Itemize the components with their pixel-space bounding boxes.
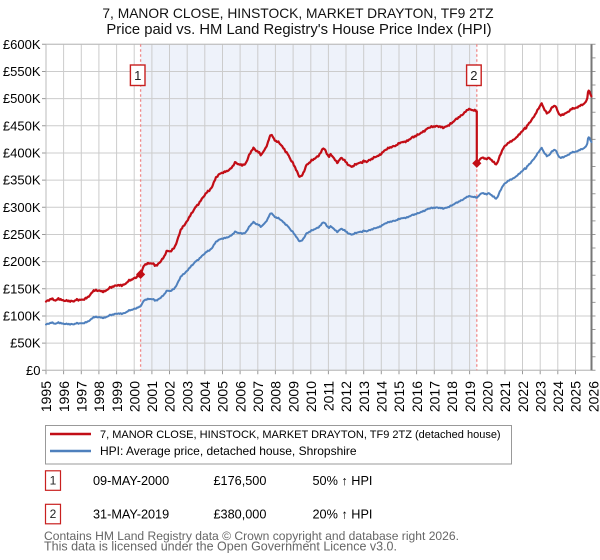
svg-text:2015: 2015	[391, 381, 407, 412]
svg-text:2014: 2014	[374, 381, 390, 412]
svg-text:2025: 2025	[568, 381, 584, 412]
svg-text:2011: 2011	[321, 381, 337, 411]
svg-text:31-MAY-2019: 31-MAY-2019	[93, 507, 169, 521]
svg-text:2001: 2001	[144, 381, 160, 412]
svg-text:£550K: £550K	[3, 64, 41, 79]
svg-text:2020: 2020	[479, 381, 495, 412]
svg-text:2010: 2010	[303, 381, 319, 412]
svg-text:50% ↑ HPI: 50% ↑ HPI	[313, 474, 373, 488]
svg-text:7, MANOR CLOSE, HINSTOCK, MARK: 7, MANOR CLOSE, HINSTOCK, MARKET DRAYTON…	[100, 429, 501, 441]
svg-text:2: 2	[470, 68, 477, 83]
svg-text:£100K: £100K	[3, 309, 41, 324]
svg-text:1998: 1998	[91, 381, 107, 412]
svg-text:2019: 2019	[462, 381, 478, 412]
svg-text:2005: 2005	[215, 381, 231, 412]
svg-text:£150K: £150K	[3, 281, 41, 296]
svg-text:7, MANOR CLOSE, HINSTOCK, MARK: 7, MANOR CLOSE, HINSTOCK, MARKET DRAYTON…	[102, 6, 493, 21]
svg-text:2003: 2003	[179, 381, 195, 412]
svg-text:2018: 2018	[444, 381, 460, 412]
svg-text:2: 2	[50, 507, 57, 521]
svg-text:£350K: £350K	[3, 173, 41, 188]
svg-text:2022: 2022	[515, 381, 531, 412]
svg-text:Contains HM Land Registry data: Contains HM Land Registry data © Crown c…	[44, 529, 459, 543]
svg-text:1997: 1997	[74, 381, 90, 412]
svg-text:£600K: £600K	[3, 37, 41, 52]
svg-text:£400K: £400K	[3, 146, 41, 161]
svg-text:£300K: £300K	[3, 200, 41, 215]
svg-text:2017: 2017	[427, 381, 443, 412]
svg-text:Price paid vs. HM Land Registr: Price paid vs. HM Land Registry's House …	[106, 22, 491, 38]
svg-text:1: 1	[134, 68, 141, 83]
svg-text:2000: 2000	[126, 381, 142, 412]
svg-text:1: 1	[50, 474, 57, 488]
svg-text:This data is licensed under th: This data is licensed under the Open Gov…	[44, 540, 397, 554]
svg-text:2007: 2007	[250, 381, 266, 412]
svg-text:HPI: Average price, detached h: HPI: Average price, detached house, Shro…	[100, 444, 357, 458]
svg-text:2009: 2009	[285, 381, 301, 412]
svg-text:2006: 2006	[232, 381, 248, 412]
svg-text:2013: 2013	[356, 381, 372, 412]
svg-text:20% ↑ HPI: 20% ↑ HPI	[313, 507, 373, 521]
svg-text:1999: 1999	[109, 381, 125, 412]
svg-text:£200K: £200K	[3, 254, 41, 269]
svg-text:£380,000: £380,000	[214, 507, 267, 521]
svg-text:£0: £0	[26, 363, 40, 378]
svg-text:09-MAY-2000: 09-MAY-2000	[93, 474, 169, 488]
svg-text:£500K: £500K	[3, 91, 41, 106]
svg-text:£250K: £250K	[3, 227, 41, 242]
svg-text:1996: 1996	[56, 381, 72, 412]
svg-text:2002: 2002	[162, 381, 178, 412]
svg-text:2024: 2024	[550, 381, 566, 412]
svg-text:2016: 2016	[409, 381, 425, 412]
svg-text:£450K: £450K	[3, 118, 41, 133]
svg-text:2023: 2023	[532, 381, 548, 412]
svg-text:£176,500: £176,500	[214, 474, 267, 488]
svg-text:2021: 2021	[497, 381, 513, 412]
svg-text:2012: 2012	[338, 381, 354, 412]
svg-text:1995: 1995	[38, 381, 54, 412]
svg-text:£50K: £50K	[10, 336, 41, 351]
svg-text:2004: 2004	[197, 381, 213, 412]
svg-text:2026: 2026	[585, 381, 600, 412]
svg-text:2008: 2008	[268, 381, 284, 412]
